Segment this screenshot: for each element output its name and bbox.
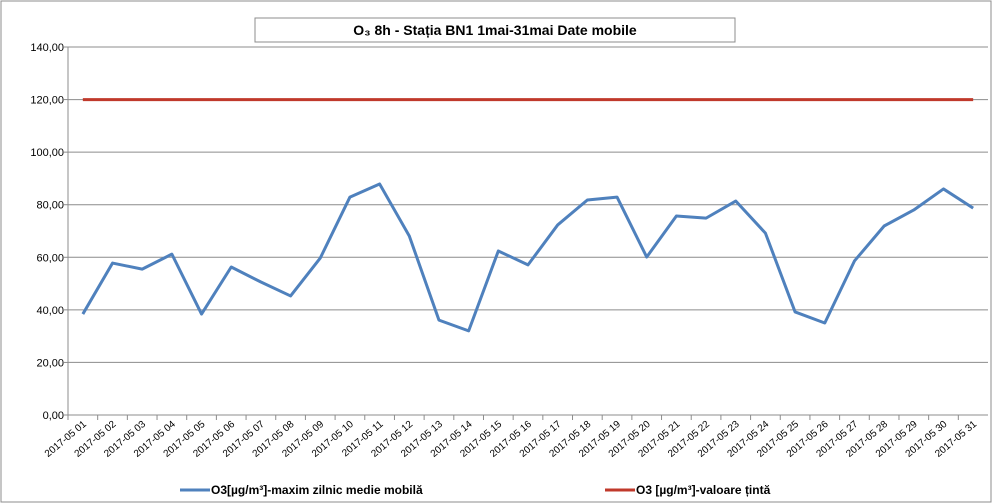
y-tick-label: 120,00: [30, 95, 64, 107]
title-box: [254, 17, 736, 43]
chart-title: O₃ 8h - Stația BN1 1mai-31mai Date mobil…: [353, 22, 637, 38]
y-tick-label: 20,00: [36, 357, 64, 369]
y-tick-label: 80,00: [36, 200, 64, 212]
y-tick-label: 0,00: [43, 410, 64, 422]
y-tick-label: 60,00: [36, 252, 64, 264]
series-line: [81, 182, 974, 333]
y-tick-label: 140,00: [30, 42, 64, 54]
y-tick-label: 40,00: [36, 305, 64, 317]
legend-label: O3[µg/m³]-maxim zilnic medie mobilă: [211, 483, 423, 497]
legend-label: O3 [µg/m³]-valoare țintă: [636, 483, 771, 497]
y-tick-label: 100,00: [30, 147, 64, 159]
